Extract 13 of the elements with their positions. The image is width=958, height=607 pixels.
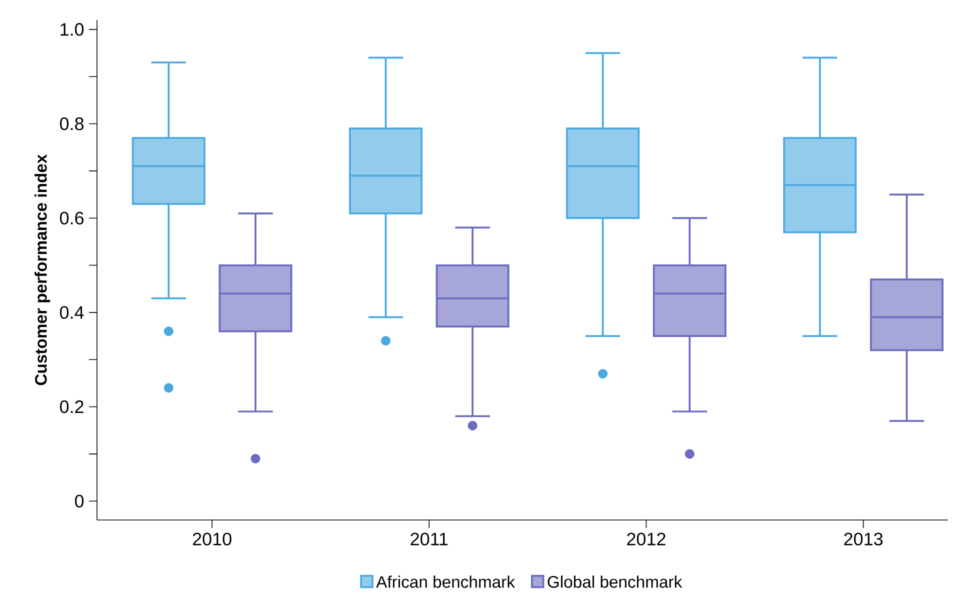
y-tick-label: 0.4	[60, 306, 84, 319]
x-tick-label: 2013	[844, 532, 883, 546]
y-tick-label: 0.2	[60, 400, 84, 414]
x-tick-label: 2010	[192, 532, 232, 546]
x-tick-label: 2011	[410, 532, 448, 546]
y-tick-label: 0.6	[60, 212, 84, 224]
x-tick-label: 2012	[627, 532, 666, 546]
y-axis-title: Customer performance index	[34, 154, 50, 386]
y-tick-label: 0	[75, 494, 84, 508]
legend-label: Global benchmark	[548, 576, 682, 588]
y-tick-label: 0.8	[60, 117, 84, 130]
y-tick-label: 1.0	[60, 23, 84, 36]
legend-label: African benchmark	[376, 576, 516, 588]
